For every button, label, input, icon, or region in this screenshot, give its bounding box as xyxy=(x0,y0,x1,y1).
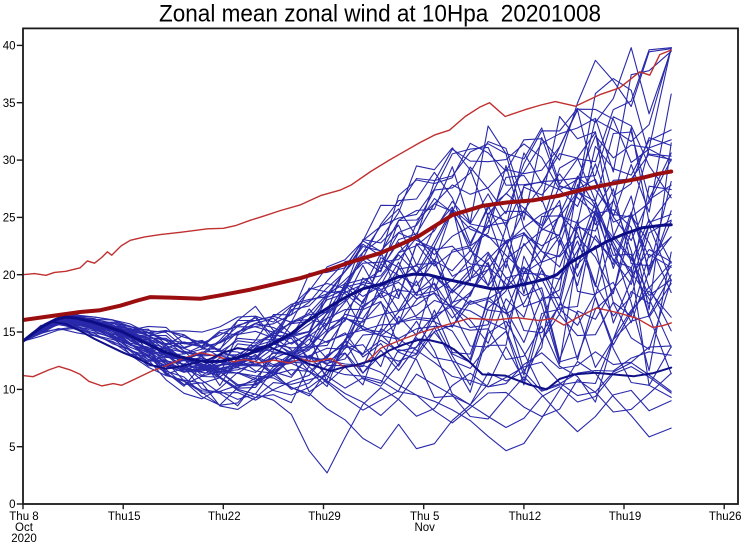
svg-text:10: 10 xyxy=(3,385,16,397)
svg-text:Zonal mean zonal wind at 10Hpa: Zonal mean zonal wind at 10Hpa 20201008 xyxy=(159,1,601,28)
svg-text:Thu19: Thu19 xyxy=(609,511,642,523)
svg-text:Thu12: Thu12 xyxy=(509,511,542,523)
svg-text:40: 40 xyxy=(3,41,16,53)
svg-text:Thu29: Thu29 xyxy=(308,511,341,523)
svg-text:35: 35 xyxy=(3,98,16,110)
svg-text:2020: 2020 xyxy=(11,533,37,545)
svg-text:Oct: Oct xyxy=(15,522,34,534)
svg-text:Nov: Nov xyxy=(414,522,435,534)
svg-text:20: 20 xyxy=(3,270,16,282)
svg-text:Thu 5: Thu 5 xyxy=(410,511,439,523)
svg-text:25: 25 xyxy=(3,213,16,225)
svg-text:15: 15 xyxy=(3,327,16,339)
svg-text:Thu26: Thu26 xyxy=(709,511,742,523)
svg-text:30: 30 xyxy=(3,155,16,167)
svg-text:0: 0 xyxy=(9,499,15,511)
svg-text:Thu15: Thu15 xyxy=(108,511,141,523)
svg-text:Thu22: Thu22 xyxy=(208,511,241,523)
svg-text:Thu 8: Thu 8 xyxy=(9,511,38,523)
svg-text:5: 5 xyxy=(9,442,15,454)
